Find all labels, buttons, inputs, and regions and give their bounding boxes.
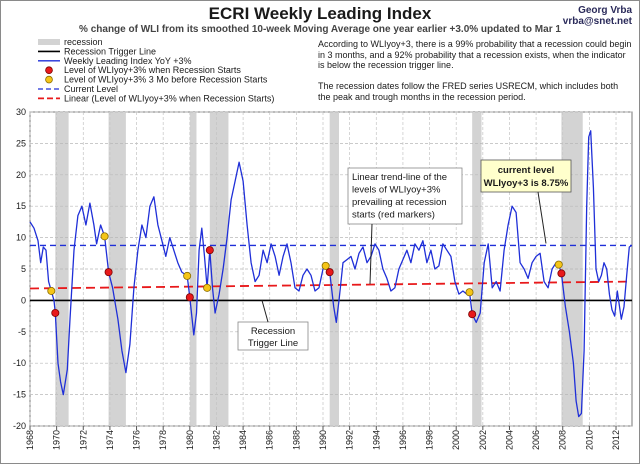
x-tick-label-1998: 1998 [425, 430, 435, 450]
marker-recession-start-1 [104, 268, 113, 277]
marker-recession-start-5 [468, 310, 477, 319]
wli-series-line [29, 130, 632, 418]
y-tick-label-5: 5 [21, 264, 26, 274]
x-tick-label-2004: 2004 [504, 430, 514, 450]
y-tick-label-10: 10 [16, 233, 26, 243]
author-email: vrba@snet.net [562, 16, 632, 27]
x-tick-label-1968: 1968 [25, 430, 35, 450]
x-tick-label-2006: 2006 [531, 430, 541, 450]
y-tick-label-0: 0 [21, 295, 26, 305]
marker-recession-start-2 [185, 293, 194, 302]
chart-title: ECRI Weekly Leading Index [208, 4, 432, 23]
author-name: Georg Vrba [578, 5, 632, 16]
marker-recession-start-6 [557, 269, 566, 278]
trend-annotation-line-0: Linear trend-line of the [352, 172, 447, 183]
recession-band-4 [329, 112, 339, 426]
trend-annotation-line-3: starts (red markers) [352, 210, 435, 221]
x-tick-label-2002: 2002 [478, 430, 488, 450]
x-tick-label-1990: 1990 [318, 430, 328, 450]
x-tick-label-2012: 2012 [611, 430, 621, 450]
x-tick-label-1982: 1982 [211, 430, 221, 450]
marker-recession-start-3 [205, 246, 214, 255]
marker-3mo-before-6 [554, 260, 563, 269]
marker-3mo-before-1 [100, 232, 109, 241]
recession-band-2 [189, 112, 197, 426]
x-tick-label-1970: 1970 [52, 430, 62, 450]
legend-label-0: recession [64, 37, 103, 47]
legend-label-1: Recession Trigger Line [64, 46, 156, 56]
legend-swatch-3mo-marker [45, 75, 53, 84]
chart-subtitle: % change of WLI from its smoothed 10-wee… [79, 24, 561, 35]
legend-swatch-recession [38, 39, 60, 45]
trend-annotation-box [347, 167, 463, 225]
y-tick-label--5: -5 [18, 327, 26, 337]
x-tick-label-1992: 1992 [345, 430, 355, 450]
y-tick-label-30: 30 [16, 107, 26, 117]
y-tick-label-20: 20 [16, 170, 26, 180]
legend-label-3: Level of WLIyoy+3% when Recession Starts [64, 65, 241, 75]
legend-label-5: Current Level [64, 84, 118, 94]
probability-note: According to WLIyoy+3, there is a 99% pr… [318, 39, 632, 70]
marker-3mo-before-5 [465, 288, 474, 297]
y-tick-label-15: 15 [16, 201, 26, 211]
trend-annotation-line-1: levels of WLIyoy+3% [352, 185, 441, 196]
x-tick-label-1978: 1978 [158, 430, 168, 450]
x-tick-label-1980: 1980 [185, 430, 195, 450]
current-level-callout-box [480, 159, 572, 193]
x-tick-label-1972: 1972 [78, 430, 88, 450]
current-level-callout-line-0: current level [498, 165, 555, 176]
marker-3mo-before-2 [183, 271, 192, 280]
x-tick-label-2010: 2010 [584, 430, 594, 450]
trigger-annotation-line-0: Recession [251, 326, 295, 337]
x-tick-label-1984: 1984 [238, 430, 248, 450]
x-tick-label-1994: 1994 [371, 430, 381, 450]
legend-label-4: Level of WLIyoy+3% 3 Mo before Recession… [64, 75, 268, 85]
legend-label-2: Weekly Leading Index YoY +3% [64, 56, 192, 66]
x-tick-label-2008: 2008 [558, 430, 568, 450]
y-tick-label--10: -10 [13, 358, 26, 368]
x-tick-label-1996: 1996 [398, 430, 408, 450]
marker-recession-start-4 [325, 268, 334, 277]
current-level-pointer [537, 191, 547, 244]
trigger-annotation-pointer [261, 300, 269, 323]
trigger-annotation-box [237, 321, 309, 351]
trend-annotation-pointer [369, 223, 373, 285]
legend-swatch-start-marker [45, 66, 53, 74]
x-tick-label-2000: 2000 [451, 430, 461, 450]
y-tick-label-25: 25 [16, 138, 26, 148]
y-tick-label--15: -15 [13, 390, 26, 400]
marker-recession-start-0 [51, 308, 60, 317]
x-tick-label-1974: 1974 [105, 430, 115, 450]
marker-3mo-before-4 [321, 261, 330, 270]
x-tick-label-1988: 1988 [291, 430, 301, 450]
trigger-annotation-line-1: Trigger Line [248, 338, 298, 349]
recession-band-3 [209, 112, 229, 426]
marker-3mo-before-0 [47, 286, 56, 295]
y-tick-label--20: -20 [13, 421, 26, 431]
author-block: Georg Vrba vrba@snet.net [563, 5, 632, 27]
x-tick-label-1976: 1976 [132, 430, 142, 450]
marker-3mo-before-3 [203, 283, 212, 292]
x-tick-label-1986: 1986 [265, 430, 275, 450]
current-level-callout-line-1: WLIyoy+3 is 8.75% [484, 178, 569, 189]
trend-annotation-line-2: prevailing at recession [352, 197, 447, 208]
legend-label-6: Linear (Level of WLIyoy+3% when Recessio… [64, 93, 274, 103]
recession-dates-note: The recession dates follow the FRED seri… [318, 81, 619, 102]
